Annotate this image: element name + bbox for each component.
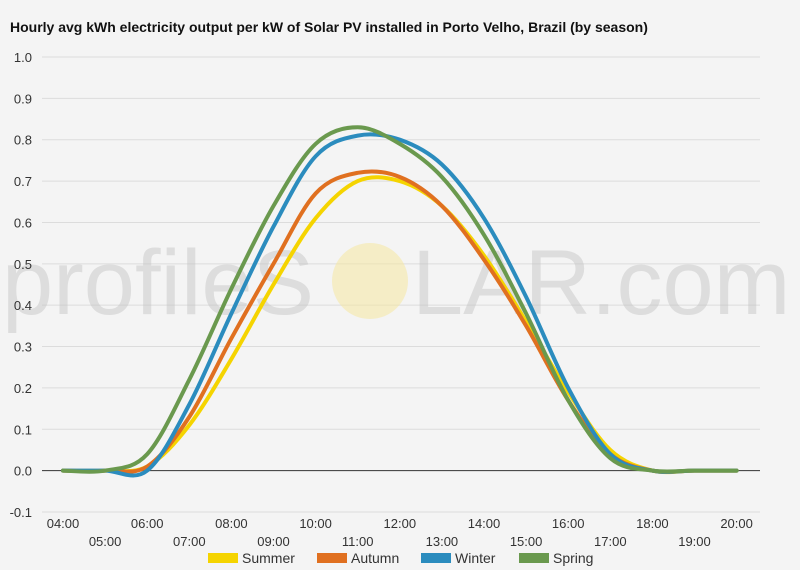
watermark: profileS LAR.com xyxy=(2,232,790,334)
x-tick-label: 04:00 xyxy=(47,516,80,531)
y-tick-label: 0.6 xyxy=(14,215,32,230)
series-lines xyxy=(61,125,739,478)
x-tick-label: 06:00 xyxy=(131,516,164,531)
x-tick-label: 19:00 xyxy=(678,534,711,549)
watermark-sun-icon xyxy=(332,243,408,319)
y-tick-label: 0.0 xyxy=(14,464,32,479)
y-tick-label: -0.1 xyxy=(10,505,32,520)
y-tick-label: 0.5 xyxy=(14,257,32,272)
legend-swatch-autumn xyxy=(317,553,347,563)
chart-title: Hourly avg kWh electricity output per kW… xyxy=(10,19,648,35)
x-tick-label: 20:00 xyxy=(720,516,753,531)
legend-swatch-winter xyxy=(421,553,451,563)
x-tick-label: 09:00 xyxy=(257,534,290,549)
legend-swatch-summer xyxy=(208,553,238,563)
y-tick-label: 0.1 xyxy=(14,422,32,437)
legend-label-winter: Winter xyxy=(455,550,496,566)
legend: Summer Autumn Winter Spring xyxy=(208,550,593,566)
x-tick-label: 10:00 xyxy=(299,516,332,531)
y-tick-label: 1.0 xyxy=(14,50,32,65)
x-tick-label: 07:00 xyxy=(173,534,206,549)
x-tick-label: 15:00 xyxy=(510,534,543,549)
x-tick-label: 14:00 xyxy=(468,516,501,531)
series-line-winter xyxy=(61,132,739,478)
legend-swatch-spring xyxy=(519,553,549,563)
x-tick-label: 13:00 xyxy=(426,534,459,549)
watermark-left: profileS xyxy=(2,232,314,334)
y-tick-label: 0.4 xyxy=(14,298,32,313)
x-tick-label: 08:00 xyxy=(215,516,248,531)
y-tick-label: 0.9 xyxy=(14,91,32,106)
x-tick-label: 12:00 xyxy=(384,516,417,531)
y-tick-label: 0.2 xyxy=(14,381,32,396)
series-line-spring xyxy=(61,125,739,474)
x-tick-label: 17:00 xyxy=(594,534,627,549)
x-tick-label: 05:00 xyxy=(89,534,122,549)
y-tick-label: 0.8 xyxy=(14,133,32,148)
legend-label-summer: Summer xyxy=(242,550,295,566)
x-tick-label: 16:00 xyxy=(552,516,585,531)
x-axis: 04:00 06:00 08:00 10:00 12:00 14:00 16:00 18:00… xyxy=(47,516,753,549)
y-tick-label: 0.3 xyxy=(14,340,32,355)
legend-label-spring: Spring xyxy=(553,550,593,566)
legend-label-autumn: Autumn xyxy=(351,550,399,566)
y-tick-label: 0.7 xyxy=(14,174,32,189)
x-tick-label: 11:00 xyxy=(342,534,374,549)
watermark-right: LAR.com xyxy=(412,232,790,334)
series-line-summer xyxy=(61,175,739,475)
x-tick-label: 18:00 xyxy=(636,516,669,531)
y-axis: -0.1 0.0 0.1 0.2 0.3 0.4 0.5 0.6 0.7 0.8 0.9 1.0 xyxy=(10,50,32,520)
